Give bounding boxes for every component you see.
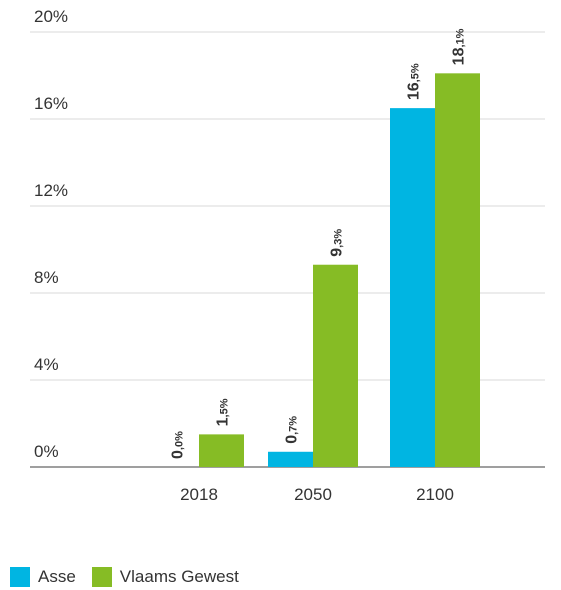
- data-labels: 0,0% 1,5% 0,7% 9,3% 16,5% 18,1%: [170, 28, 468, 459]
- legend-swatch-vlaams-gewest: [91, 567, 112, 587]
- y-axis-tick-labels: 0% 4% 8% 12% 16% 20%: [34, 7, 68, 461]
- bars: [199, 73, 480, 467]
- data-label: 9,3%: [329, 229, 346, 257]
- x-axis-category-labels: 2018 2050 2100: [180, 485, 454, 504]
- y-tick-label: 0%: [34, 442, 59, 461]
- data-label: 1,5%: [215, 398, 232, 426]
- y-tick-label: 12%: [34, 181, 68, 200]
- x-category-label: 2018: [180, 485, 218, 504]
- y-tick-label: 8%: [34, 268, 59, 287]
- bar-asse-2100: [390, 108, 435, 467]
- data-label: 16,5%: [406, 63, 423, 100]
- x-category-label: 2050: [294, 485, 332, 504]
- y-tick-label: 4%: [34, 355, 59, 374]
- legend-swatch-asse: [10, 567, 30, 587]
- data-label: 0,0%: [170, 431, 187, 459]
- bar-asse-2050: [268, 451, 313, 467]
- bar-vlaams-gewest-2100: [435, 73, 480, 467]
- legend-label-vlaams-gewest: Vlaams Gewest: [119, 567, 239, 586]
- legend: Asse Vlaams Gewest: [10, 565, 255, 589]
- data-label: 0,7%: [284, 416, 301, 444]
- legend-label-asse: Asse: [38, 567, 76, 586]
- bar-vlaams-gewest-2050: [313, 264, 358, 467]
- y-tick-label: 16%: [34, 94, 68, 113]
- legend-item-asse[interactable]: Asse: [10, 567, 76, 587]
- x-category-label: 2100: [416, 485, 454, 504]
- y-tick-label: 20%: [34, 7, 68, 26]
- bar-vlaams-gewest-2018: [199, 434, 244, 467]
- data-label: 18,1%: [451, 28, 468, 65]
- legend-item-vlaams-gewest[interactable]: Vlaams Gewest: [91, 567, 239, 587]
